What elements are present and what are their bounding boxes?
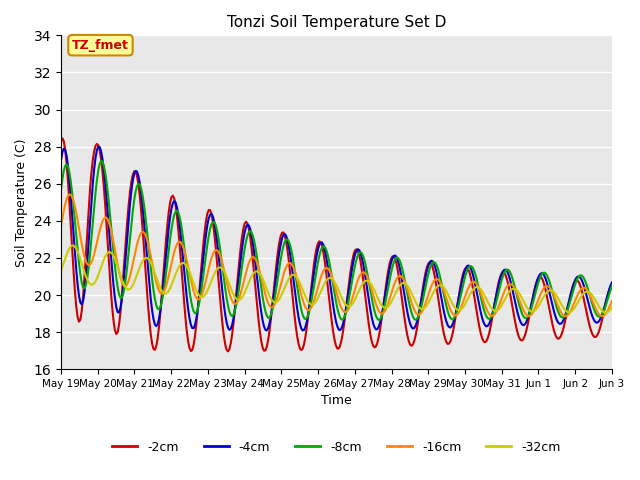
-16cm (459, 300, 467, 306)
-2cm (59, 135, 67, 141)
-4cm (276, 242, 284, 248)
Y-axis label: Soil Temperature (C): Soil Temperature (C) (15, 138, 28, 266)
-32cm (601, 310, 609, 315)
Line: -16cm: -16cm (61, 194, 612, 316)
-2cm (458, 278, 465, 284)
X-axis label: Time: Time (321, 395, 352, 408)
-16cm (276, 283, 284, 288)
-4cm (238, 247, 246, 252)
-4cm (299, 327, 307, 333)
-2cm (460, 268, 468, 274)
-2cm (239, 226, 247, 232)
Line: -32cm: -32cm (61, 246, 612, 312)
-2cm (224, 348, 232, 354)
-8cm (57, 187, 65, 192)
-8cm (458, 290, 465, 296)
-16cm (238, 286, 246, 292)
-32cm (57, 268, 65, 274)
Legend: -2cm, -4cm, -8cm, -16cm, -32cm: -2cm, -4cm, -8cm, -16cm, -32cm (108, 435, 566, 458)
-8cm (375, 317, 383, 323)
-4cm (57, 157, 65, 163)
-8cm (238, 264, 246, 270)
-4cm (460, 270, 468, 276)
Line: -4cm: -4cm (61, 146, 612, 330)
-8cm (125, 249, 132, 255)
-16cm (65, 192, 73, 197)
-32cm (456, 307, 464, 313)
-8cm (276, 257, 284, 263)
-4cm (125, 216, 132, 222)
Line: -2cm: -2cm (61, 138, 612, 351)
-8cm (406, 305, 414, 311)
-32cm (276, 294, 284, 300)
-32cm (238, 295, 246, 300)
Title: Tonzi Soil Temperature Set D: Tonzi Soil Temperature Set D (227, 15, 446, 30)
-4cm (406, 322, 414, 327)
-32cm (608, 305, 616, 311)
-8cm (97, 158, 105, 164)
-2cm (57, 138, 65, 144)
-16cm (57, 223, 65, 229)
-2cm (278, 230, 286, 236)
-4cm (608, 279, 616, 285)
-4cm (95, 144, 102, 149)
-32cm (405, 285, 413, 291)
-16cm (608, 299, 616, 304)
-2cm (608, 281, 616, 287)
-16cm (405, 291, 413, 297)
-16cm (125, 278, 132, 284)
-32cm (125, 287, 132, 292)
-32cm (70, 243, 77, 249)
Line: -8cm: -8cm (61, 161, 612, 320)
-2cm (406, 342, 414, 348)
-32cm (459, 305, 467, 311)
-16cm (456, 307, 464, 313)
-4cm (458, 281, 465, 287)
-16cm (598, 313, 606, 319)
Text: TZ_fmet: TZ_fmet (72, 39, 129, 52)
-8cm (608, 283, 616, 289)
-8cm (460, 277, 468, 283)
-2cm (125, 202, 132, 208)
